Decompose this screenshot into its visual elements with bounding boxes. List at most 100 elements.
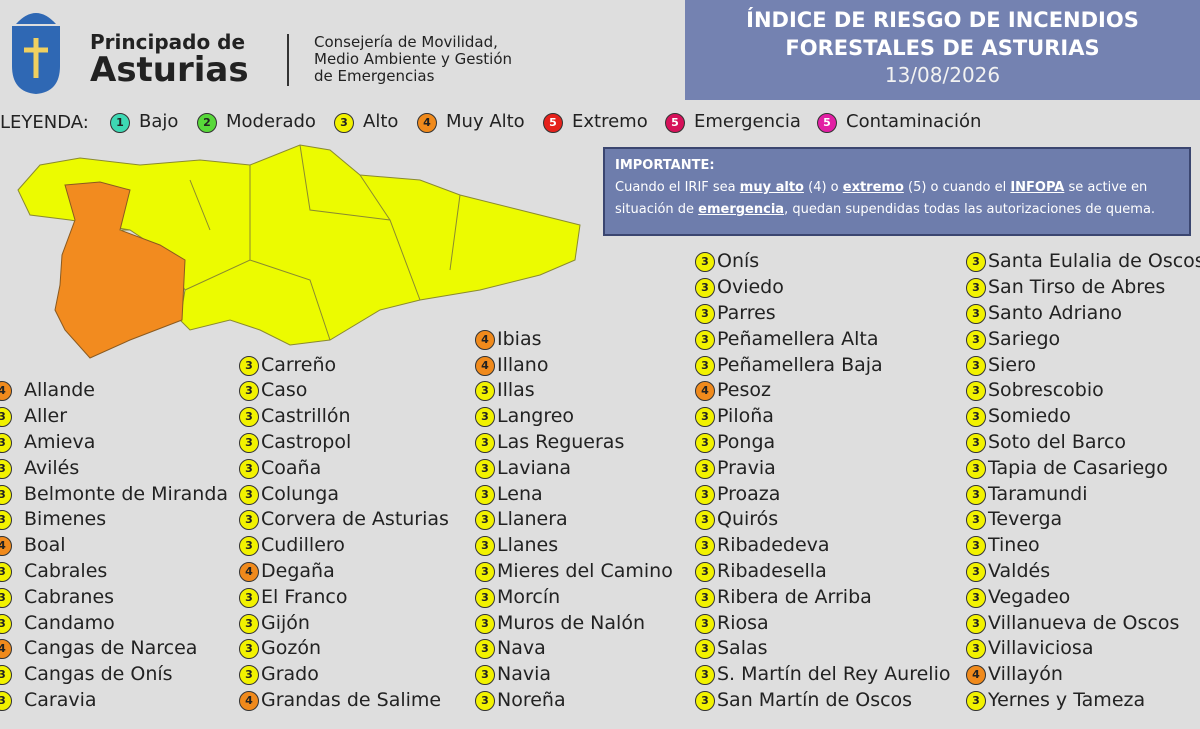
title-box: ÍNDICE DE RIESGO DE INCENDIOS FORESTALES… bbox=[685, 0, 1200, 100]
notice-segment: emergencia bbox=[698, 202, 785, 217]
municipality-name: Villayón bbox=[988, 663, 1063, 686]
risk-badge: 3 bbox=[239, 484, 259, 505]
risk-badge: 3 bbox=[239, 536, 259, 557]
notice-text: Cuando el IRIF sea muy alto (4) o extrem… bbox=[615, 177, 1179, 221]
municipality-name: Nava bbox=[497, 637, 546, 660]
municipality-name: San Martín de Oscos bbox=[717, 689, 913, 711]
municipality-name: Ribadedeva bbox=[717, 534, 830, 557]
municipality-name: Corvera de Asturias bbox=[261, 508, 449, 531]
risk-badge: 3 bbox=[475, 613, 495, 634]
risk-badge: 3 bbox=[0, 691, 12, 711]
risk-badge: 3 bbox=[475, 665, 495, 686]
risk-badge: 3 bbox=[475, 587, 495, 608]
risk-badge: 4 bbox=[0, 639, 12, 660]
risk-badge: 3 bbox=[695, 562, 715, 582]
risk-badge: 3 bbox=[475, 381, 495, 402]
risk-badge: 3 bbox=[475, 562, 495, 582]
municipality-name: Riosa bbox=[717, 611, 769, 634]
risk-badge: 3 bbox=[966, 587, 986, 608]
risk-badge: 3 bbox=[239, 510, 259, 531]
coat-of-arms bbox=[12, 13, 60, 94]
risk-badge: 3 bbox=[239, 433, 259, 453]
risk-badge: 3 bbox=[966, 458, 986, 479]
legend-badge: 5 bbox=[543, 113, 563, 133]
risk-badge: 3 bbox=[695, 665, 715, 686]
municipality-name: S. Martín del Rey Aurelio bbox=[717, 663, 951, 686]
municipality-name: Colunga bbox=[261, 482, 339, 505]
legend-label: LEYENDA: bbox=[0, 112, 89, 133]
municipality-name: Navia bbox=[497, 663, 552, 686]
notice-segment: (5) o cuando el bbox=[903, 180, 1011, 195]
legend-badge: 1 bbox=[110, 113, 130, 133]
department-line: Consejería de Movilidad, bbox=[314, 33, 498, 51]
risk-badge: 3 bbox=[0, 407, 12, 428]
risk-badge: 3 bbox=[475, 484, 495, 505]
risk-badge: 4 bbox=[695, 381, 715, 402]
risk-badge: 3 bbox=[695, 613, 715, 634]
risk-badge: 3 bbox=[695, 510, 715, 531]
municipality-name: Candamo bbox=[24, 611, 115, 634]
risk-badge: 3 bbox=[966, 304, 986, 324]
municipality-name: San Tirso de Abres bbox=[988, 276, 1166, 299]
risk-badge: 3 bbox=[695, 304, 715, 324]
municipality-name: Oviedo bbox=[717, 276, 784, 299]
municipality-name: Proaza bbox=[717, 482, 781, 505]
municipality-name: Avilés bbox=[24, 456, 80, 479]
municipality-name: Gijón bbox=[261, 611, 310, 634]
municipality-name: Tapia de Casariego bbox=[988, 456, 1168, 479]
municipality-name: Cabranes bbox=[24, 585, 115, 608]
notice-segment: INFOPA bbox=[1010, 180, 1065, 195]
notice: IMPORTANTE: Cuando el IRIF sea muy alto … bbox=[603, 147, 1191, 236]
municipality-name: Boal bbox=[24, 534, 66, 557]
municipality-name: Vegadeo bbox=[988, 585, 1071, 608]
department: Consejería de Movilidad, Medio Ambiente y… bbox=[314, 34, 512, 85]
title-line: FORESTALES DE ASTURIAS bbox=[785, 36, 1100, 60]
risk-badge: 3 bbox=[239, 587, 259, 608]
municipality-name: Ribera de Arriba bbox=[717, 585, 872, 608]
risk-badge: 3 bbox=[0, 587, 12, 608]
municipality-name: Castropol bbox=[261, 431, 352, 453]
logo-line1: Principado de bbox=[90, 30, 246, 54]
municipality-name: Carreño bbox=[261, 353, 337, 376]
municipality-name: Llanera bbox=[497, 508, 568, 531]
municipality-name: Coaña bbox=[261, 456, 322, 479]
legend-label: Extremo bbox=[572, 111, 648, 132]
risk-badge: 3 bbox=[0, 484, 12, 505]
risk-badge: 3 bbox=[0, 613, 12, 634]
risk-badge: 3 bbox=[695, 433, 715, 453]
risk-badge: 3 bbox=[475, 536, 495, 557]
risk-badge: 3 bbox=[695, 355, 715, 376]
risk-badge: 3 bbox=[966, 691, 986, 711]
risk-badge: 4 bbox=[475, 355, 495, 376]
risk-badge: 3 bbox=[695, 639, 715, 660]
risk-badge: 3 bbox=[0, 433, 12, 453]
legend-label: Emergencia bbox=[694, 111, 801, 132]
risk-badge: 3 bbox=[239, 381, 259, 402]
risk-badge: 3 bbox=[239, 355, 259, 376]
municipality-name: Santa Eulalia de Oscos bbox=[988, 250, 1200, 273]
risk-badge: 3 bbox=[475, 407, 495, 428]
municipality-name: Onís bbox=[717, 250, 760, 273]
municipality-name: Gozón bbox=[261, 637, 321, 660]
risk-badge: 4 bbox=[0, 381, 12, 402]
municipality-name: Cudillero bbox=[261, 534, 345, 557]
municipality-name: Belmonte de Miranda bbox=[24, 482, 229, 505]
municipality-name: Yernes y Tameza bbox=[988, 689, 1146, 711]
municipality-name: Castrillón bbox=[261, 405, 351, 428]
risk-badge: 3 bbox=[966, 562, 986, 582]
risk-badge: 3 bbox=[966, 484, 986, 505]
municipality-name: Laviana bbox=[497, 456, 572, 479]
risk-badge: 3 bbox=[966, 381, 986, 402]
risk-badge: 3 bbox=[695, 458, 715, 479]
notice-segment: (4) o bbox=[803, 180, 843, 195]
municipality-name: Teverga bbox=[988, 508, 1063, 531]
map bbox=[17, 144, 581, 359]
title-line: ÍNDICE DE RIESGO DE INCENDIOS bbox=[746, 8, 1139, 32]
municipality-name: Las Regueras bbox=[497, 431, 625, 453]
municipality-name: Illano bbox=[497, 353, 549, 376]
municipality-name: Quirós bbox=[717, 508, 779, 531]
risk-badge: 3 bbox=[966, 278, 986, 299]
municipality-name: Caravia bbox=[24, 689, 97, 711]
risk-badge: 3 bbox=[695, 587, 715, 608]
municipality-name: Ribadesella bbox=[717, 560, 827, 582]
